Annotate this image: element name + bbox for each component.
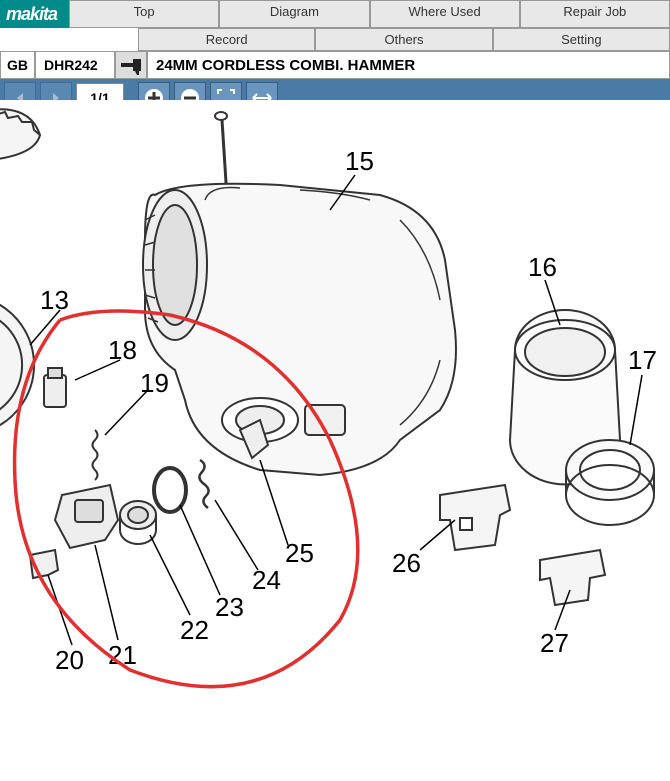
tab-others[interactable]: Others xyxy=(315,28,492,51)
tab-repair-job[interactable]: Repair Job xyxy=(520,0,670,28)
model-code: DHR242 xyxy=(35,51,115,79)
tool-icon xyxy=(115,51,147,79)
tab-diagram[interactable]: Diagram xyxy=(219,0,369,28)
product-row: GB DHR242 24MM CORDLESS COMBI. HAMMER xyxy=(0,51,670,79)
tab-top[interactable]: Top xyxy=(69,0,219,28)
tab-row-1: makita Top Diagram Where Used Repair Job xyxy=(0,0,670,28)
red-annotation xyxy=(0,100,670,781)
product-description: 24MM CORDLESS COMBI. HAMMER xyxy=(147,51,670,79)
parts-diagram: 13 15 16 17 18 19 20 21 22 23 24 25 26 2… xyxy=(0,100,670,781)
tab-where-used[interactable]: Where Used xyxy=(370,0,520,28)
tab-setting[interactable]: Setting xyxy=(493,28,670,51)
tab-record[interactable]: Record xyxy=(138,28,315,51)
tab-row-2: Record Others Setting xyxy=(0,28,670,51)
brand-logo: makita xyxy=(0,0,69,28)
region-code: GB xyxy=(0,51,35,79)
